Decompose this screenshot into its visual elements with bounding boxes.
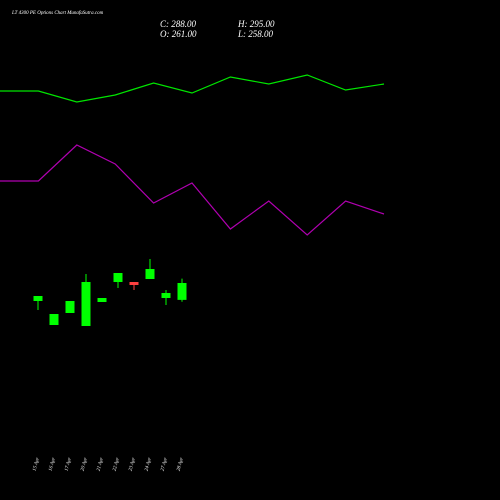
candle-body: [65, 301, 75, 313]
x-tick-label: 28 Apr: [177, 457, 185, 472]
x-tick-label: 23 Apr: [129, 457, 137, 472]
x-tick-label: 21 Apr: [97, 457, 105, 472]
x-tick-label: 24 Apr: [145, 457, 153, 472]
x-tick-label: 27 Apr: [161, 457, 169, 472]
candle-body: [145, 269, 155, 279]
x-tick-label: 22 Apr: [113, 457, 121, 472]
x-tick-label: 20 Apr: [81, 457, 89, 472]
x-tick-label: 15 Apr: [33, 457, 41, 472]
low-label: L: 258.00: [237, 29, 274, 39]
x-tick-label: 17 Apr: [65, 457, 73, 472]
indicator-line: [0, 74, 385, 103]
close-label: C: 288.00: [160, 19, 197, 29]
x-tick-label: 16 Apr: [49, 457, 57, 472]
candle-body: [33, 296, 43, 301]
open-label: O: 261.00: [160, 29, 197, 39]
indicator-line: [0, 144, 385, 236]
candle-body: [177, 283, 187, 300]
candle-body: [161, 293, 171, 298]
candle-body: [49, 314, 59, 325]
candle-body: [129, 282, 139, 285]
candle-body: [81, 282, 91, 326]
chart-title: LT 4300 PE Options Chart MunafaSutra.com: [11, 11, 104, 16]
candle-body: [97, 298, 107, 302]
high-label: H: 295.00: [237, 19, 275, 29]
candle-body: [113, 273, 123, 282]
